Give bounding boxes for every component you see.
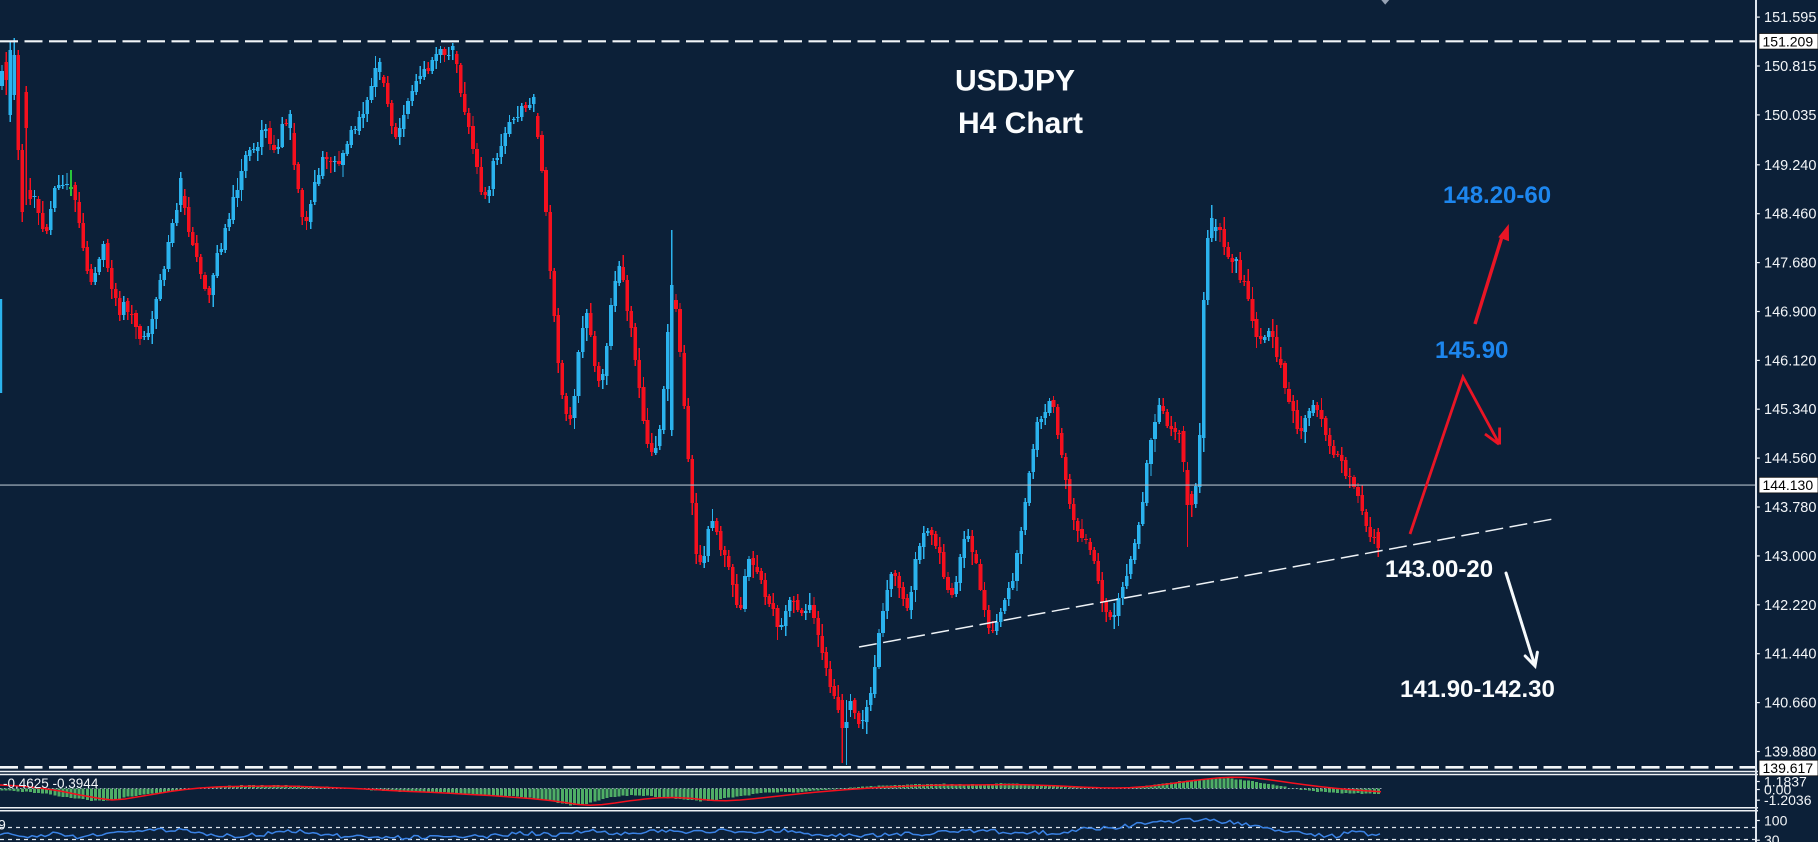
svg-text:1.1837: 1.1837 [1764,774,1807,790]
svg-text:143.00-20: 143.00-20 [1385,556,1493,583]
svg-text:139.617: 139.617 [1763,760,1814,776]
svg-text:139.880: 139.880 [1764,745,1816,761]
svg-text:30: 30 [1764,832,1780,842]
svg-text:143.780: 143.780 [1764,500,1816,516]
svg-text:145.340: 145.340 [1764,402,1816,418]
svg-text:145.90: 145.90 [1435,337,1508,364]
svg-text:149.240: 149.240 [1764,158,1816,174]
svg-text:144.560: 144.560 [1764,451,1816,467]
svg-text:100: 100 [1764,813,1788,829]
svg-text:H4 Chart: H4 Chart [958,107,1083,140]
svg-text:-1.2036: -1.2036 [1764,792,1812,808]
svg-text:USDJPY: USDJPY [955,65,1075,98]
svg-text:148.20-60: 148.20-60 [1443,182,1551,209]
svg-text:151.595: 151.595 [1764,10,1816,26]
svg-text:143.000: 143.000 [1764,549,1816,565]
svg-text:140.660: 140.660 [1764,696,1816,712]
svg-text:142.220: 142.220 [1764,598,1816,614]
svg-text:0.00: 0.00 [1764,782,1791,798]
svg-text:9: 9 [0,817,6,833]
svg-text:146.900: 146.900 [1764,305,1816,321]
svg-text:147.680: 147.680 [1764,256,1816,272]
svg-text:146.120: 146.120 [1764,353,1816,369]
svg-text:150.035: 150.035 [1764,108,1816,124]
svg-text:148.460: 148.460 [1764,207,1816,223]
svg-text:150.815: 150.815 [1764,59,1816,75]
svg-text:-0.4625 -0.3944: -0.4625 -0.3944 [3,776,99,791]
svg-text:141.90-142.30: 141.90-142.30 [1400,676,1555,703]
svg-text:144.130: 144.130 [1763,477,1814,493]
svg-text:151.209: 151.209 [1763,33,1814,49]
svg-text:141.440: 141.440 [1764,647,1816,663]
